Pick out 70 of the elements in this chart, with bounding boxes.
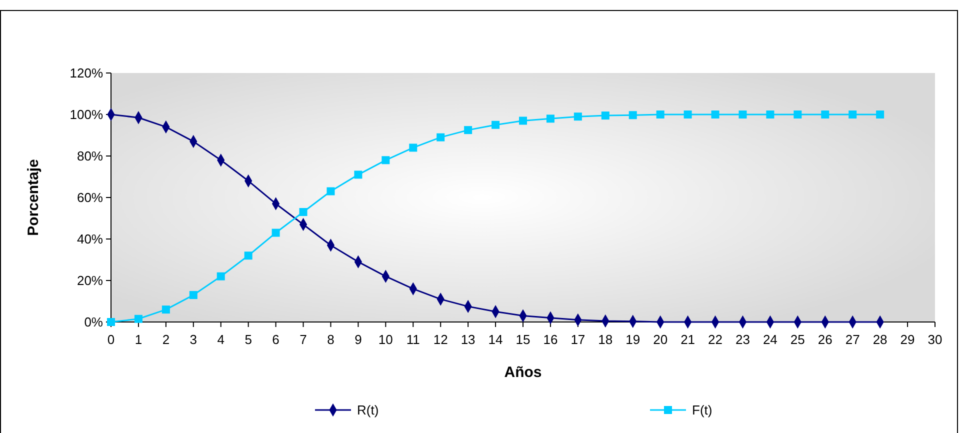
x-tick-label: 10	[378, 332, 393, 347]
x-tick-label: 8	[327, 332, 334, 347]
y-tick-label: 100%	[70, 107, 104, 122]
point	[821, 110, 830, 118]
x-tick-label: 14	[488, 332, 503, 347]
x-tick-label: 7	[300, 332, 307, 347]
x-tick-label: 26	[818, 332, 832, 347]
legend-label: F(t)	[692, 402, 712, 418]
x-tick-label: 9	[354, 332, 362, 347]
x-tick-label: 5	[244, 332, 252, 347]
x-tick-label: 19	[626, 332, 640, 347]
point	[216, 272, 225, 280]
legend-label: R(t)	[357, 402, 379, 418]
point	[546, 114, 554, 123]
point	[628, 111, 637, 120]
point	[244, 252, 252, 260]
x-tick-label: 3	[190, 332, 198, 347]
y-tick-label: 40%	[76, 232, 104, 247]
x-tick-label: 25	[790, 332, 805, 347]
x-tick-label: 30	[928, 332, 942, 347]
point	[436, 133, 445, 142]
point	[272, 228, 280, 237]
point	[464, 126, 472, 134]
point	[574, 112, 582, 121]
x-tick-label: 17	[570, 332, 586, 347]
y-axis-title: Porcentaje	[25, 159, 42, 236]
x-tick-label: 15	[516, 332, 530, 347]
point	[738, 110, 747, 118]
point	[848, 110, 857, 118]
point	[766, 110, 774, 118]
y-tick-label: 120%	[70, 66, 104, 81]
x-tick-label: 28	[872, 332, 888, 347]
x-tick-label: 27	[845, 332, 860, 347]
point	[876, 110, 884, 118]
x-tick-label: 1	[134, 332, 142, 347]
x-axis-title: Años	[504, 364, 542, 381]
point	[326, 187, 335, 196]
x-tick-label: 18	[598, 332, 613, 347]
point	[354, 170, 362, 179]
y-tick-label: 60%	[76, 190, 104, 206]
point	[794, 110, 802, 118]
point	[684, 110, 692, 118]
x-tick-label: 21	[680, 332, 696, 347]
x-tick-label: 11	[406, 332, 420, 347]
x-tick-label: 6	[272, 332, 280, 347]
point	[162, 306, 170, 314]
x-tick-label: 16	[543, 332, 558, 347]
point	[189, 291, 198, 300]
x-tick-label: 13	[460, 332, 476, 347]
point	[519, 116, 527, 125]
point	[134, 314, 142, 323]
x-tick-label: 12	[433, 332, 448, 347]
point	[711, 110, 720, 118]
y-tick-label: 0%	[84, 314, 104, 330]
x-tick-label: 29	[900, 332, 915, 347]
x-tick-label: 2	[162, 332, 170, 347]
point	[492, 120, 500, 129]
x-tick-label: 23	[736, 332, 750, 347]
y-tick-label: 20%	[76, 273, 104, 288]
point	[299, 208, 308, 216]
x-tick-label: 22	[708, 332, 722, 347]
point	[601, 112, 610, 120]
y-tick-label: 80%	[76, 148, 104, 164]
point	[409, 144, 418, 152]
point	[656, 110, 664, 118]
x-tick-label: 0	[107, 332, 115, 347]
x-tick-label: 4	[217, 332, 224, 347]
point	[382, 156, 390, 164]
x-tick-label: 24	[762, 332, 778, 347]
x-tick-label: 20	[653, 332, 668, 347]
